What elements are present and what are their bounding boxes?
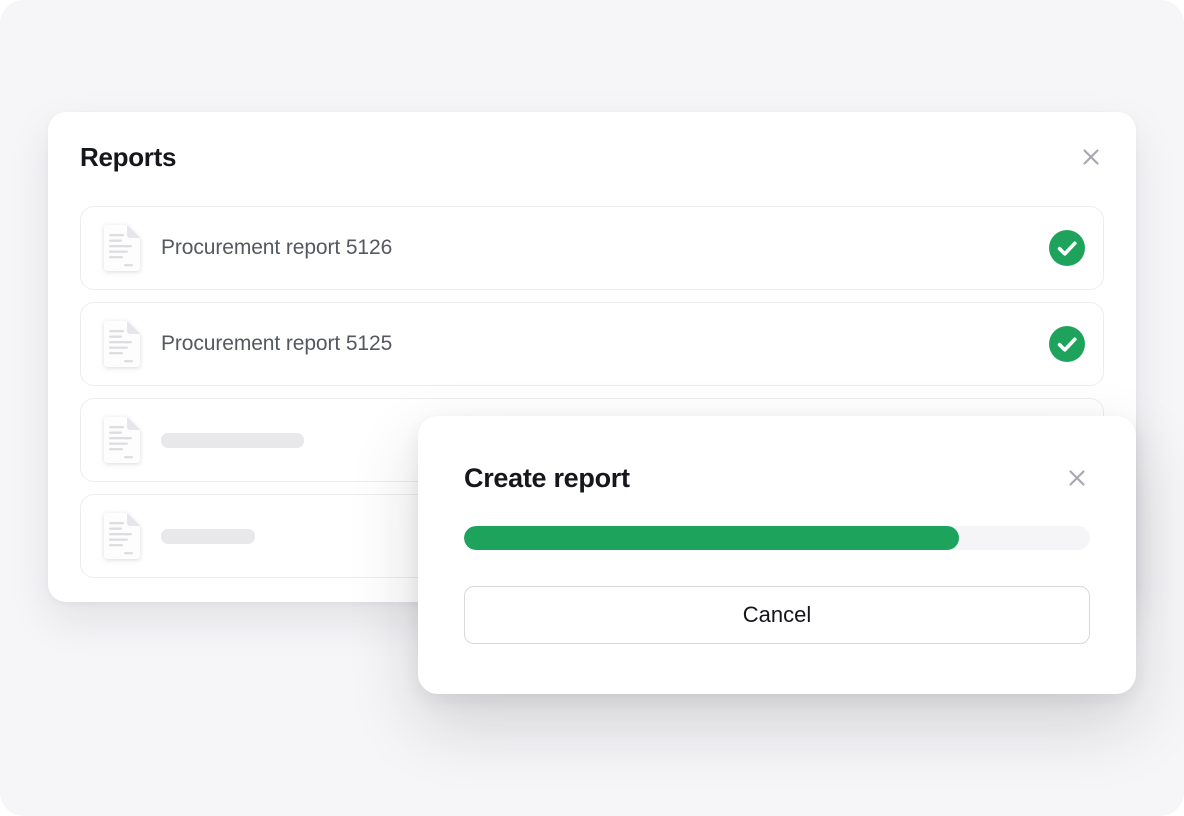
modal-title: Create report (464, 462, 630, 493)
report-list-item[interactable]: Procurement report 5125 (80, 302, 1104, 386)
report-item-label: Procurement report 5125 (161, 332, 393, 355)
document-icon (103, 512, 141, 560)
modal-header: Create report (464, 462, 1090, 494)
progress-bar (464, 526, 1090, 550)
document-icon (103, 416, 141, 464)
report-list-item[interactable]: Procurement report 5126 (80, 206, 1104, 290)
reports-panel-title: Reports (80, 141, 177, 172)
cancel-button-label: Cancel (742, 602, 812, 627)
skeleton-placeholder (161, 528, 255, 544)
check-circle-icon (1049, 326, 1085, 362)
progress-bar-fill (464, 526, 959, 550)
close-icon (1065, 466, 1089, 490)
cancel-button[interactable]: Cancel (464, 586, 1090, 644)
document-icon (103, 224, 141, 272)
report-item-label: Procurement report 5126 (161, 236, 393, 259)
modal-close-button[interactable] (1064, 465, 1090, 491)
reports-close-button[interactable] (1078, 144, 1104, 170)
reports-panel-header: Reports (80, 142, 1104, 172)
close-icon (1079, 145, 1103, 169)
create-report-modal: Create report Cancel (418, 416, 1136, 694)
check-circle-icon (1049, 230, 1085, 266)
skeleton-placeholder (161, 432, 304, 448)
document-icon (103, 320, 141, 368)
